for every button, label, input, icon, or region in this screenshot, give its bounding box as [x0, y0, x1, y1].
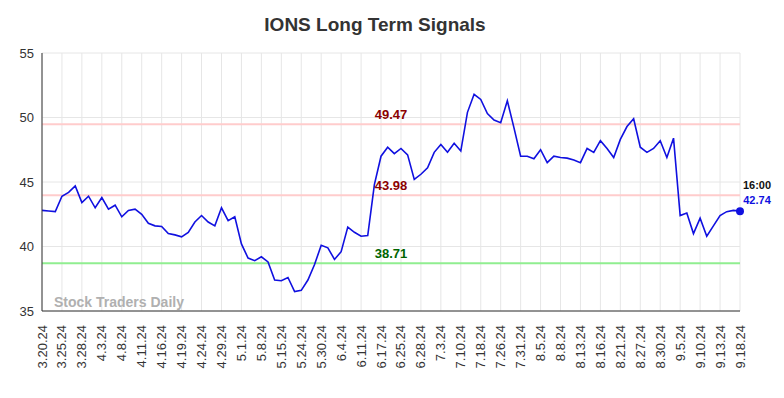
svg-text:5.1.24: 5.1.24 [234, 325, 249, 361]
svg-text:9.5.24: 9.5.24 [673, 325, 688, 361]
svg-text:4.19.24: 4.19.24 [174, 325, 189, 368]
svg-text:8.8.24: 8.8.24 [553, 325, 568, 361]
svg-text:7.10.24: 7.10.24 [453, 325, 468, 368]
svg-text:7.18.24: 7.18.24 [473, 325, 488, 368]
svg-text:3.28.24: 3.28.24 [74, 325, 89, 368]
svg-text:3.25.24: 3.25.24 [54, 325, 69, 368]
svg-text:7.31.24: 7.31.24 [513, 325, 528, 368]
svg-text:49.47: 49.47 [375, 107, 408, 122]
svg-text:5.24.24: 5.24.24 [294, 325, 309, 368]
html-text:IONS Long Term Signals: IONS Long Term Signals [264, 14, 486, 35]
svg-text:4.3.24: 4.3.24 [94, 325, 109, 361]
svg-text:9.13.24: 9.13.24 [713, 325, 728, 368]
svg-text:40: 40 [20, 239, 34, 254]
svg-text:5.30.24: 5.30.24 [314, 325, 329, 368]
svg-text:42.74: 42.74 [743, 194, 771, 206]
html-text:Stock Traders Daily: Stock Traders Daily [54, 294, 184, 310]
svg-text:38.71: 38.71 [375, 246, 408, 261]
svg-text:4.16.24: 4.16.24 [154, 325, 169, 368]
svg-text:3.20.24: 3.20.24 [35, 325, 50, 368]
svg-text:55: 55 [20, 46, 34, 61]
svg-text:7.26.24: 7.26.24 [493, 325, 508, 368]
svg-text:16:00: 16:00 [743, 179, 771, 191]
svg-text:6.28.24: 6.28.24 [413, 325, 428, 368]
svg-text:6.25.24: 6.25.24 [393, 325, 408, 368]
svg-text:4.11.24: 4.11.24 [134, 325, 149, 367]
svg-text:5.15.24: 5.15.24 [274, 325, 289, 368]
svg-text:6.4.24: 6.4.24 [334, 325, 349, 361]
svg-text:50: 50 [20, 110, 34, 125]
svg-text:8.30.24: 8.30.24 [653, 325, 668, 368]
svg-text:4.29.24: 4.29.24 [214, 325, 229, 368]
svg-text:8.27.24: 8.27.24 [633, 325, 648, 368]
svg-text:8.16.24: 8.16.24 [593, 325, 608, 368]
svg-text:43.98: 43.98 [375, 178, 408, 193]
svg-text:4.24.24: 4.24.24 [194, 325, 209, 368]
svg-text:9.18.24: 9.18.24 [733, 325, 748, 368]
svg-text:8.21.24: 8.21.24 [613, 325, 628, 368]
svg-text:5.8.24: 5.8.24 [254, 325, 269, 361]
svg-text:6.11.24: 6.11.24 [354, 325, 369, 367]
svg-text:8.5.24: 8.5.24 [533, 325, 548, 361]
svg-text:4.8.24: 4.8.24 [114, 325, 129, 361]
svg-text:45: 45 [20, 175, 34, 190]
svg-text:8.13.24: 8.13.24 [573, 325, 588, 368]
svg-text:7.3.24: 7.3.24 [433, 325, 448, 361]
svg-text:6.17.24: 6.17.24 [374, 325, 389, 368]
svg-text:9.10.24: 9.10.24 [693, 325, 708, 368]
svg-text:35: 35 [20, 304, 34, 319]
